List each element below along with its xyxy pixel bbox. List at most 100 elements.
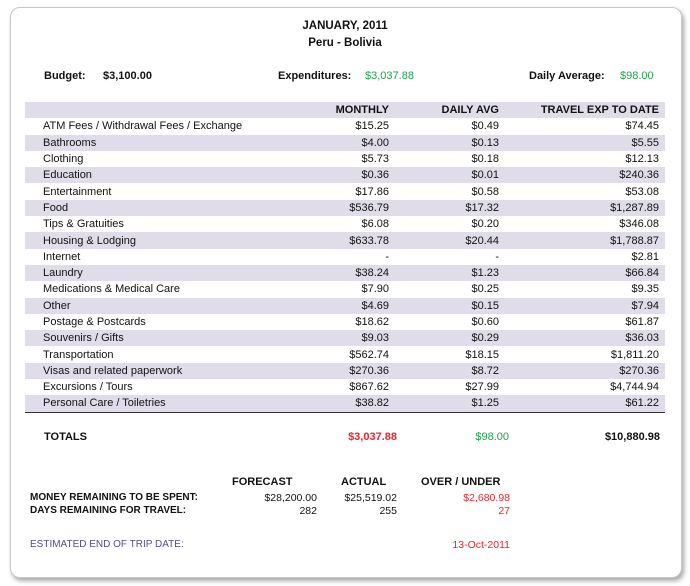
monthly-value: $5.73 (361, 153, 389, 166)
end-date-value: 13-Oct-2011 (452, 539, 510, 551)
table-row: Tips & Gratuities $6.08 $0.20 $346.08 (25, 216, 665, 232)
category-name: Laundry (25, 264, 299, 282)
table-row: Education $0.36 $0.01 $240.36 (25, 167, 665, 184)
monthly-value: $633.78 (299, 232, 389, 249)
monthly-value: $7.90 (361, 283, 389, 296)
daily-avg-value: $0.58 (471, 185, 499, 198)
category-name: Personal Care / Toiletries (25, 395, 299, 413)
expenditures-label: Expenditures: (278, 70, 352, 82)
expense-table: MONTHLY DAILY AVG TRAVEL EXP TO DATE ATM… (25, 102, 665, 413)
travel-exp-value: $53.08 (625, 185, 659, 198)
over-under-header: OVER / UNDER (421, 476, 501, 488)
money-remaining-label: MONEY REMAINING TO BE SPENT: (30, 492, 198, 503)
table-row: Medications & Medical Care $7.90 $0.25 $9.3… (25, 281, 665, 297)
category-name: Clothing (43, 153, 84, 166)
table-row: Souvenirs / Gifts $9.03 $0.29 $36.03 (25, 330, 665, 347)
table-row: Bathrooms $4.00 $0.13 $5.55 (25, 134, 665, 151)
daily-avg-value: $0.01 (389, 167, 499, 184)
travel-exp-value: $12.13 (625, 153, 659, 166)
end-date-label: ESTIMATED END OF TRIP DATE: (30, 539, 184, 550)
budget-value: $3,100.00 (103, 70, 152, 82)
monthly-value: - (385, 250, 389, 263)
daily-avg-value: $0.60 (471, 316, 499, 328)
col-travel-exp: TRAVEL EXP TO DATE (499, 102, 665, 119)
monthly-value: $38.24 (299, 264, 389, 282)
actual-header: ACTUAL (341, 476, 387, 488)
daily-avg-value: $0.20 (471, 218, 499, 231)
travel-exp-value: $1,788.87 (499, 232, 665, 249)
table-row: Housing & Lodging $633.78 $20.44 $1,788.87 (25, 232, 665, 249)
category-name: Excursions / Tours (43, 381, 133, 394)
monthly-value: $15.25 (355, 120, 389, 133)
daily-average-label: Daily Average: (529, 70, 605, 82)
expenditures-value: $3,037.88 (365, 70, 414, 82)
travel-exp-value: $2.81 (631, 250, 659, 263)
money-over-under: $2,680.98 (463, 492, 510, 504)
daily-avg-value: $0.29 (389, 330, 499, 347)
totals-daily: $98.00 (475, 431, 509, 443)
table-row: Excursions / Tours $867.62 $27.99 $4,744.94 (25, 379, 665, 395)
col-monthly: MONTHLY (299, 102, 389, 119)
money-forecast: $28,200.00 (264, 492, 317, 504)
daily-avg-value: - (495, 250, 499, 263)
table-row: Laundry $38.24 $1.23 $66.84 (25, 264, 665, 282)
monthly-value: $17.86 (355, 185, 389, 198)
category-name: ATM Fees / Withdrawal Fees / Exchange (43, 120, 243, 133)
report-title: JANUARY, 2011 (302, 20, 388, 32)
monthly-value: $270.36 (299, 362, 389, 380)
days-actual: 255 (379, 505, 397, 517)
table-row: Food $536.79 $17.32 $1,287.89 (25, 199, 665, 217)
monthly-value: $562.74 (349, 348, 389, 361)
monthly-value: $536.79 (299, 199, 389, 217)
category-name: Medications & Medical Care (43, 283, 180, 296)
table-row: Other $4.69 $0.15 $7.94 (25, 297, 665, 314)
totals-to-date: $10,880.98 (604, 431, 660, 443)
daily-avg-value: $0.15 (389, 297, 499, 314)
travel-exp-value: $36.03 (499, 330, 665, 347)
category-name: Postage & Postcards (43, 316, 146, 328)
travel-exp-value: $74.45 (625, 120, 659, 133)
monthly-value: $4.00 (299, 134, 389, 151)
daily-avg-value: $8.72 (389, 362, 499, 380)
monthly-value: $18.62 (355, 316, 389, 328)
travel-exp-value: $1,287.89 (499, 199, 665, 217)
table-row: Postage & Postcards $18.62 $0.60 $61.87 (25, 314, 665, 330)
category-name: Housing & Lodging (25, 232, 299, 249)
daily-avg-value: $27.99 (465, 381, 499, 394)
daily-avg-value: $17.32 (389, 199, 499, 217)
daily-avg-value: $0.13 (389, 134, 499, 151)
monthly-value: $9.03 (299, 330, 389, 347)
travel-exp-value: $346.08 (619, 218, 659, 231)
days-forecast: 282 (299, 505, 317, 517)
category-name: Education (25, 167, 299, 184)
money-actual: $25,519.02 (344, 492, 397, 504)
category-name: Transportation (43, 348, 114, 361)
daily-avg-value: $0.18 (471, 153, 499, 166)
travel-exp-value: $61.22 (499, 395, 665, 413)
col-category (25, 102, 299, 119)
travel-exp-value: $7.94 (499, 297, 665, 314)
table-row: Visas and related paperwork $270.36 $8.72 $… (25, 362, 665, 380)
daily-avg-value: $0.49 (471, 120, 499, 133)
travel-exp-value: $1,811.20 (610, 348, 659, 361)
table-row: Entertainment $17.86 $0.58 $53.08 (25, 183, 665, 199)
category-name: Entertainment (43, 185, 112, 198)
category-name: Tips & Gratuities (43, 218, 124, 231)
totals-label: TOTALS (44, 431, 87, 443)
report-subtitle: Peru - Bolivia (308, 37, 382, 49)
totals-monthly: $3,037.88 (348, 431, 397, 443)
daily-avg-value: $0.25 (471, 283, 499, 296)
category-name: Bathrooms (25, 134, 299, 151)
budget-label: Budget: (44, 70, 86, 82)
travel-exp-value: $270.36 (499, 362, 665, 380)
forecast-header: FORECAST (232, 476, 293, 488)
category-name: Internet (43, 250, 81, 263)
monthly-value: $4.69 (299, 297, 389, 314)
monthly-value: $867.62 (349, 381, 389, 394)
category-name: Food (25, 199, 299, 217)
travel-exp-value: $61.87 (625, 316, 659, 328)
daily-avg-value: $18.15 (465, 348, 499, 361)
col-daily-avg: DAILY AVG (389, 102, 499, 119)
category-name: Visas and related paperwork (25, 362, 299, 380)
days-remaining-label: DAYS REMAINING FOR TRAVEL: (30, 505, 187, 516)
